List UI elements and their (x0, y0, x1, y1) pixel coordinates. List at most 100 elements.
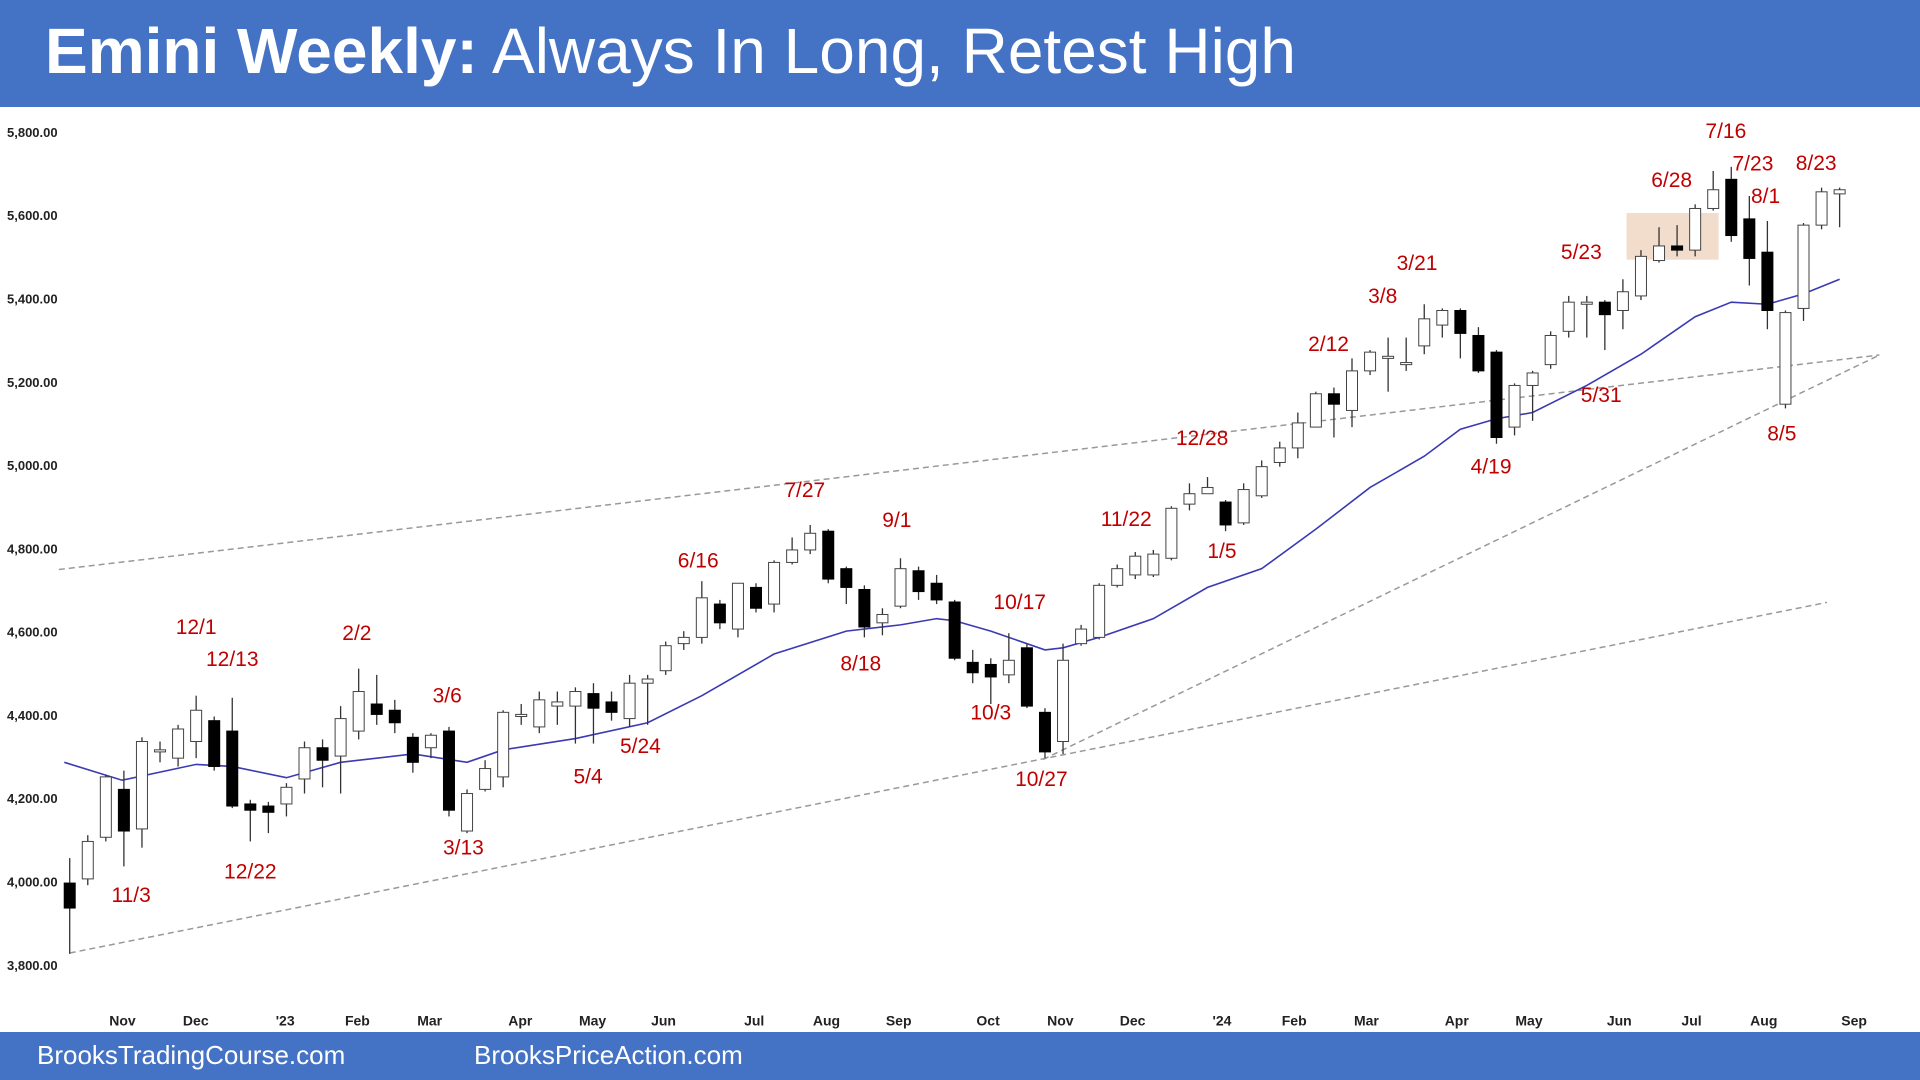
annotation: 1/5 (1207, 540, 1236, 563)
candle-body (659, 645, 672, 672)
annotation: 12/13 (206, 648, 259, 671)
y-tick-label: 4,000.00 (7, 875, 58, 890)
header-bar (0, 0, 1920, 107)
x-tick-label: Mar (1354, 1013, 1379, 1029)
candle-body (1815, 191, 1828, 226)
candle-body (822, 530, 835, 580)
candle-body (497, 711, 510, 778)
candle-body (912, 570, 925, 593)
candle-body (1526, 372, 1539, 386)
moving-average (64, 278, 1840, 782)
candle-body (1219, 501, 1232, 526)
annotation: 10/3 (970, 702, 1011, 725)
candle-body (1237, 489, 1250, 524)
candle-body (1255, 466, 1268, 497)
y-tick-label: 4,600.00 (7, 625, 58, 640)
x-tick-label: Jul (1681, 1013, 1701, 1029)
candle-body (966, 661, 979, 674)
annotation: 8/23 (1796, 152, 1837, 175)
candle-body (1508, 384, 1521, 428)
annotation: 2/12 (1308, 333, 1349, 356)
candle-body (1616, 291, 1629, 311)
trendline (58, 354, 1880, 571)
candle-body (623, 682, 636, 720)
candle-body (840, 568, 853, 588)
trendline (1042, 354, 1880, 761)
y-tick-label: 4,800.00 (7, 541, 58, 556)
candle-body (695, 597, 708, 638)
chart-subtitle: Always In Long, Retest High (492, 15, 1296, 87)
candle-body (768, 561, 781, 605)
candle-body (1346, 370, 1359, 411)
candle-body (1147, 553, 1160, 576)
annotation: 12/1 (176, 616, 217, 639)
candle-body (569, 691, 582, 707)
candle-body (1472, 334, 1485, 372)
candle-body (1400, 362, 1413, 366)
annotation: 10/17 (993, 591, 1046, 614)
candle-body (406, 736, 419, 763)
candle-body (948, 601, 961, 659)
candle-body (1038, 711, 1051, 753)
x-tick-label: Jun (1607, 1013, 1632, 1029)
y-tick-label: 5,000.00 (7, 458, 58, 473)
candle-body (551, 701, 564, 707)
annotation: 11/3 (111, 884, 150, 907)
x-tick-label: Dec (183, 1013, 209, 1029)
x-tick-label: Dec (1120, 1013, 1146, 1029)
candle-body (172, 728, 185, 759)
candle-body (533, 699, 546, 728)
candle-body (894, 568, 907, 607)
candle-body (515, 713, 528, 718)
candle-body (1382, 355, 1395, 359)
annotation: 8/1 (1751, 185, 1780, 208)
candle-body (117, 788, 130, 832)
x-tick-label: May (1515, 1013, 1542, 1029)
candle-body (605, 701, 618, 713)
candle-body (1707, 189, 1720, 209)
candle-body (677, 636, 690, 645)
candle-body (713, 603, 726, 624)
candle-body (442, 730, 455, 811)
x-tick-label: Nov (1047, 1013, 1074, 1029)
candle-body (208, 720, 221, 767)
candle-body (298, 747, 311, 780)
footer-bar (0, 1032, 1920, 1080)
x-tick-label: Aug (1750, 1013, 1777, 1029)
candle-body (1562, 301, 1575, 332)
candle-body (930, 582, 943, 601)
candle-body (316, 747, 329, 761)
y-tick-label: 5,400.00 (7, 292, 58, 307)
annotation: 8/5 (1767, 423, 1796, 446)
candle-body (1418, 318, 1431, 347)
candle-body (1797, 224, 1810, 309)
annotation: 9/1 (882, 509, 911, 532)
candle-body (334, 718, 347, 757)
candle-body (1689, 207, 1702, 251)
annotation: 12/22 (224, 861, 277, 884)
annotation: 11/22 (1101, 508, 1152, 531)
annotation: 5/31 (1581, 384, 1622, 407)
annotation: 6/28 (1651, 169, 1692, 192)
candle-body (1002, 659, 1015, 676)
annotation: 7/27 (784, 479, 825, 502)
x-tick-label: Mar (417, 1013, 442, 1029)
candle-body (1761, 251, 1774, 311)
annotation: 3/6 (433, 684, 462, 707)
candle-body (1598, 301, 1611, 316)
candle-body (804, 532, 817, 551)
chart-title: Emini Weekly: (45, 15, 478, 87)
annotation: 6/16 (678, 550, 719, 573)
annotation: 2/2 (342, 622, 371, 645)
candle-body (280, 786, 293, 805)
annotation: 8/18 (840, 652, 881, 675)
candle-body (352, 691, 365, 732)
candle-body (858, 588, 871, 628)
candle-body (99, 776, 112, 838)
candle-body (731, 582, 744, 630)
candle-body (63, 882, 76, 909)
annotation: 3/13 (443, 836, 484, 859)
candle-body (1634, 255, 1647, 297)
